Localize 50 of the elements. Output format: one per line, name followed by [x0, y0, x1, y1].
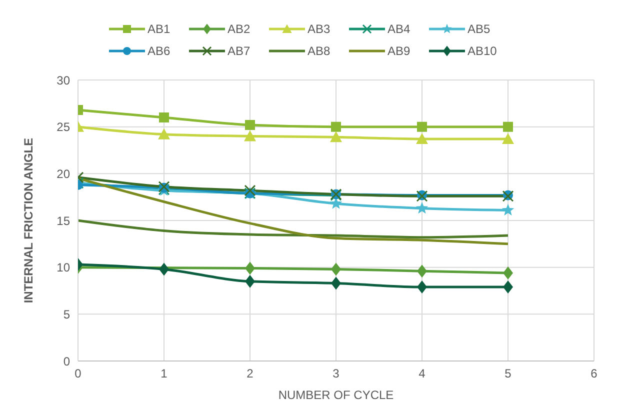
y-tick-label: 5: [63, 307, 70, 322]
point: [503, 122, 513, 132]
point: [331, 122, 341, 132]
point: [330, 131, 342, 142]
point: [244, 130, 256, 142]
point: [502, 133, 514, 144]
y-tick-label: 10: [56, 260, 70, 275]
point: [503, 280, 513, 294]
x-tick-label: 1: [160, 366, 168, 381]
point: [159, 262, 169, 276]
legend-label: AB3: [308, 22, 330, 36]
point: [416, 202, 428, 214]
x-tick-label: 6: [590, 366, 598, 381]
y-axis-title: INTERNAL FRICTION ANGLE: [21, 138, 36, 304]
legend-label: AB1: [148, 22, 170, 36]
y-tick-label: 15: [56, 214, 70, 228]
point: [417, 264, 427, 278]
legend-label: AB9: [388, 44, 410, 58]
point: [331, 262, 341, 276]
point: [417, 122, 427, 132]
point: [245, 274, 255, 288]
legend-label: AB6: [148, 44, 170, 58]
x-tick-label: 5: [504, 366, 512, 381]
line-series: [78, 177, 510, 246]
x-axis-title: NUMBER OF CYCLE: [278, 388, 394, 402]
x-tick-label: 4: [418, 366, 426, 381]
point: [245, 262, 255, 275]
legend-label: AB2: [228, 22, 250, 36]
point: [502, 204, 514, 216]
legend-label: AB7: [228, 44, 250, 58]
point: [503, 266, 513, 280]
y-tick-label: 20: [56, 166, 70, 181]
line-series: [78, 219, 510, 239]
x-tick-label: 2: [246, 366, 254, 381]
point: [245, 120, 255, 130]
legend-label: AB4: [388, 22, 410, 36]
legend-label: AB5: [468, 22, 490, 36]
legend-label: AB10: [468, 44, 497, 58]
y-tick-label: 25: [56, 120, 70, 134]
legend-label: AB8: [308, 44, 330, 58]
y-tick-label: 30: [56, 73, 70, 88]
point: [159, 112, 169, 122]
point: [331, 276, 341, 290]
point: [158, 128, 170, 140]
point: [244, 184, 256, 196]
y-tick-label: 0: [63, 354, 70, 368]
point: [417, 280, 427, 294]
x-tick-label: 0: [74, 366, 82, 381]
point: [416, 133, 428, 144]
x-tick-label: 3: [332, 366, 340, 381]
